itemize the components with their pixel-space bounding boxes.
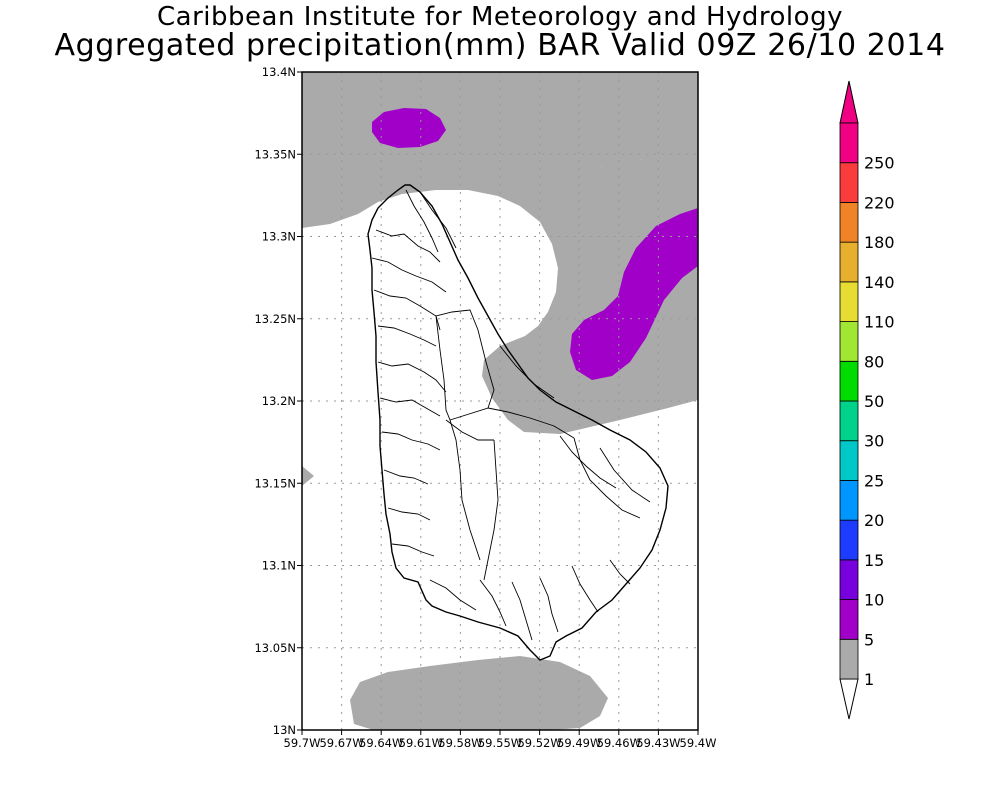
colorbar-level-label: 20 (864, 511, 884, 530)
colorbar-segment (839, 241, 859, 283)
colorbar-segment (839, 638, 859, 680)
lon-tick-label: 59.4W (680, 736, 717, 750)
colorbar-segment (839, 599, 859, 640)
lat-tick-label: 13.15N (254, 476, 296, 490)
precip-area-1-5mm-west-edge (302, 466, 314, 486)
lat-tick-label: 13.2N (262, 394, 296, 408)
colorbar-under-triangle (839, 678, 859, 720)
colorbar-level-label: 50 (864, 392, 884, 411)
lon-tick-label: 59.46W (597, 736, 641, 750)
colorbar-level-label: 180 (864, 233, 895, 252)
map-gridlines (302, 72, 698, 730)
colorbar-level-label: 220 (864, 193, 895, 212)
lon-tick-label: 59.61W (399, 736, 443, 750)
lon-tick-label: 59.49W (557, 736, 601, 750)
lat-tick-label: 13N (273, 723, 296, 737)
lon-tick-label: 59.52W (517, 736, 561, 750)
lat-tick-label: 13.1N (262, 559, 296, 573)
lon-tick-label: 59.64W (359, 736, 403, 750)
precip-area-1-5mm-south (350, 656, 608, 730)
latitude-axis: 13N 13.05N 13.1N 13.15N 13.2N 13.25N 13.3N 13.3… (254, 65, 302, 737)
colorbar-segment (839, 281, 859, 322)
barbados-internal-lines (371, 189, 651, 641)
colorbar-segment (839, 122, 859, 164)
colorbar-segment (839, 559, 859, 600)
colorbar-segment (839, 360, 859, 402)
colorbar-level-label: 250 (864, 154, 895, 173)
precip-area-5-10mm-north (372, 108, 446, 148)
precip-area-5-10mm-east (570, 208, 698, 380)
colorbar-segment (839, 400, 859, 442)
colorbar-level-label: 1 (864, 670, 874, 689)
lon-tick-label: 59.43W (636, 736, 680, 750)
colorbar-level-label: 80 (864, 352, 884, 371)
colorbar-segment (839, 321, 859, 362)
colorbar-segment (839, 519, 859, 561)
colorbar-segment (839, 202, 859, 243)
map-title-product: Aggregated precipitation(mm) BAR Valid 0… (54, 28, 946, 63)
barbados-coastline (367, 184, 669, 661)
colorbar-segment (839, 480, 859, 521)
lat-tick-label: 13.05N (254, 641, 296, 655)
lon-tick-label: 59.7W (284, 736, 321, 750)
lat-tick-label: 13.25N (254, 312, 296, 326)
map-title-institute: Caribbean Institute for Meteorology and … (157, 2, 843, 32)
colorbar-level-label: 30 (864, 432, 884, 451)
colorbar-level-label: 10 (864, 591, 884, 610)
lat-tick-label: 13.3N (262, 230, 296, 244)
lat-tick-label: 13.4N (262, 65, 296, 79)
colorbar-segment (839, 440, 859, 481)
longitude-axis: 59.7W59.67W59.64W59.61W59.58W59.55W59.52… (284, 730, 717, 750)
colorbar-level-label: 15 (864, 551, 884, 570)
map-plot-area: 13N 13.05N 13.1N 13.15N 13.2N 13.25N 13.3N 13.3… (254, 65, 716, 750)
colorbar-level-label: 140 (864, 273, 895, 292)
colorbar-level-label: 110 (864, 313, 895, 332)
lon-tick-label: 59.67W (319, 736, 363, 750)
lon-tick-label: 59.55W (478, 736, 522, 750)
colorbar-level-label: 25 (864, 471, 884, 490)
colorbar-level-label: 5 (864, 630, 874, 649)
lat-tick-label: 13.35N (254, 147, 296, 161)
colorbar-segment (839, 162, 859, 203)
colorbar-over-triangle (839, 80, 859, 124)
lon-tick-label: 59.58W (438, 736, 482, 750)
